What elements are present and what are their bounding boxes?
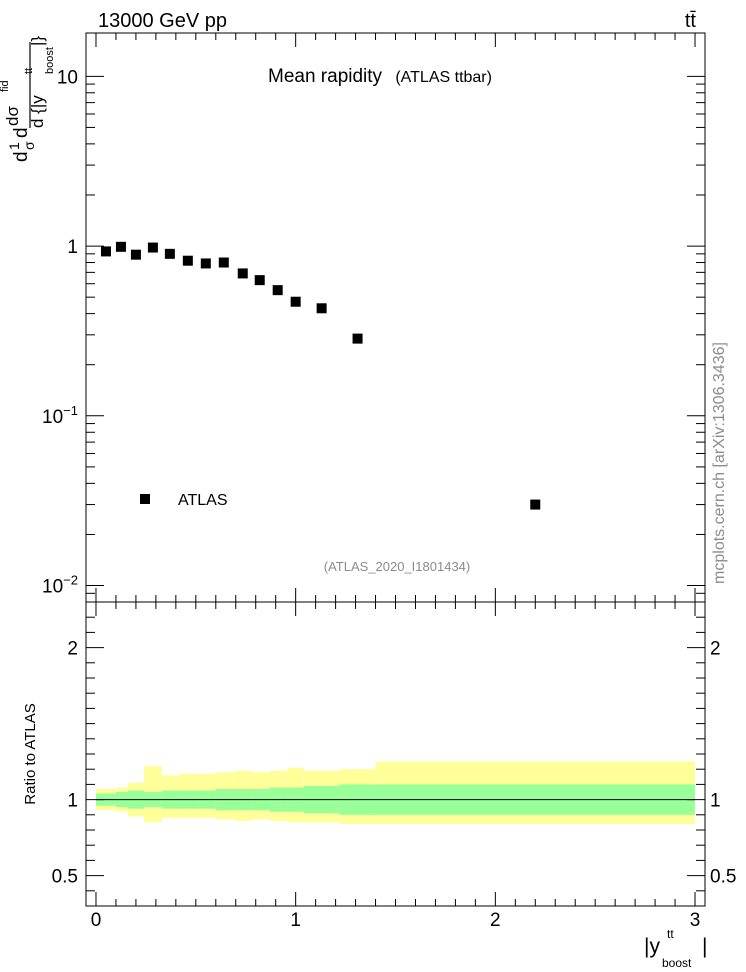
xlabel-pre: |y bbox=[644, 935, 660, 958]
atlas-data-point bbox=[316, 303, 327, 314]
ylabel-one: 1 bbox=[6, 142, 22, 150]
ratio-x-tick-label: 1 bbox=[290, 910, 301, 931]
main-y-tick-labels: 10−2 10−1 1 10 bbox=[42, 67, 78, 597]
ylabel-fid: fid bbox=[0, 80, 11, 92]
atlas-data-point bbox=[352, 333, 363, 344]
plot-title-sub: (ATLAS ttbar) bbox=[395, 69, 492, 86]
svg-text:d {|y: d {|y bbox=[28, 95, 47, 128]
plot-title: Mean rapidity (ATLAS ttbar) bbox=[268, 66, 492, 87]
atlas-data-point bbox=[115, 241, 126, 252]
ratio-x-axis-label: |y tt boost | bbox=[644, 927, 707, 970]
svg-text:boost: boost bbox=[662, 956, 692, 970]
atlas-data-point bbox=[530, 499, 541, 510]
ratio-y-tick-label-right: 0.5 bbox=[710, 867, 736, 888]
ylabel-close: |} bbox=[28, 36, 47, 46]
atlas-data-point bbox=[218, 257, 229, 268]
atlas-data-point bbox=[100, 246, 111, 257]
ylabel-boost: boost bbox=[44, 47, 56, 74]
main-y-tick-label: 1 bbox=[67, 237, 78, 258]
svg-text:dσ: dσ bbox=[3, 106, 22, 126]
xlabel-boost: boost bbox=[662, 956, 692, 970]
svg-text:tt: tt bbox=[23, 68, 35, 74]
main-y-tick-label: 10 bbox=[57, 67, 78, 88]
ratio-y-tick-label-left: 2 bbox=[67, 639, 78, 660]
ylabel-dsigma: dσ bbox=[3, 106, 22, 126]
ylabel-d2: d bbox=[11, 127, 32, 138]
energy-label: 13000 GeV pp bbox=[98, 10, 227, 32]
atlas-data-point bbox=[182, 255, 193, 266]
atlas-data-point bbox=[147, 242, 158, 253]
main-y-axis-label: d 1 σ d dσ fid d {|y tt boost |} bbox=[0, 36, 56, 162]
atlas-data-point bbox=[130, 249, 141, 260]
main-y-tick-label: 10−2 bbox=[42, 573, 78, 598]
ratio-axis-ticks bbox=[86, 602, 705, 907]
ratio-y-tick-label-left: 0.5 bbox=[52, 867, 78, 888]
svg-text:d: d bbox=[11, 127, 32, 138]
main-y-tick-label: 10−1 bbox=[42, 403, 78, 428]
ratio-y-tick-label-right: 2 bbox=[710, 639, 721, 660]
atlas-data-point bbox=[290, 296, 301, 307]
ratio-plot-frame bbox=[85, 601, 706, 907]
xlabel-tt: tt bbox=[667, 927, 674, 941]
svg-text:|y: |y bbox=[644, 935, 660, 958]
ratio-x-tick-labels: 0 1 2 3 bbox=[91, 910, 701, 931]
process-label: tt̄ bbox=[685, 10, 697, 32]
ratio-y-tick-label-right: 1 bbox=[710, 791, 721, 812]
atlas-data-point bbox=[200, 258, 211, 269]
atlas-data-point bbox=[164, 248, 175, 259]
side-label: mcplots.cern.ch [arXiv:1306.3436] bbox=[711, 342, 728, 584]
ylabel-sigma: σ bbox=[21, 141, 37, 150]
svg-text:|: | bbox=[702, 935, 707, 958]
ratio-uncertainty-bands bbox=[95, 761, 696, 824]
svg-text:σ: σ bbox=[21, 141, 37, 150]
plot-title-main: Mean rapidity bbox=[268, 66, 383, 87]
legend-marker-atlas bbox=[140, 494, 150, 504]
svg-text:tt: tt bbox=[667, 927, 674, 941]
svg-text:fid: fid bbox=[0, 80, 11, 92]
svg-text:|}: |} bbox=[28, 36, 47, 46]
ylabel-tt: tt bbox=[23, 68, 35, 74]
svg-text:1: 1 bbox=[6, 142, 22, 150]
ratio-x-tick-label: 3 bbox=[690, 910, 701, 931]
svg-text:d: d bbox=[11, 151, 32, 162]
main-plot-frame bbox=[85, 32, 706, 603]
main-axis-ticks bbox=[86, 33, 705, 603]
ratio-y-tick-label-left: 1 bbox=[67, 791, 78, 812]
ratio-y-tick-labels: 0.5 0.5 1 1 2 2 bbox=[52, 639, 737, 888]
ratio-y-axis-label: Ratio to ATLAS bbox=[22, 703, 39, 804]
ylabel-denominator: d {|y bbox=[28, 95, 47, 128]
atlas-data-point bbox=[254, 275, 265, 286]
svg-text:boost: boost bbox=[44, 47, 56, 74]
ratio-x-tick-label: 2 bbox=[490, 910, 501, 931]
xlabel-post: | bbox=[702, 935, 707, 958]
ylabel-d: d bbox=[11, 151, 32, 162]
atlas-data-points bbox=[100, 241, 541, 510]
analysis-tag: (ATLAS_2020_I1801434) bbox=[324, 559, 470, 574]
ratio-x-tick-label: 0 bbox=[91, 910, 102, 931]
atlas-data-point bbox=[272, 285, 283, 296]
legend-label-atlas: ATLAS bbox=[178, 492, 228, 509]
atlas-data-point bbox=[237, 268, 248, 279]
